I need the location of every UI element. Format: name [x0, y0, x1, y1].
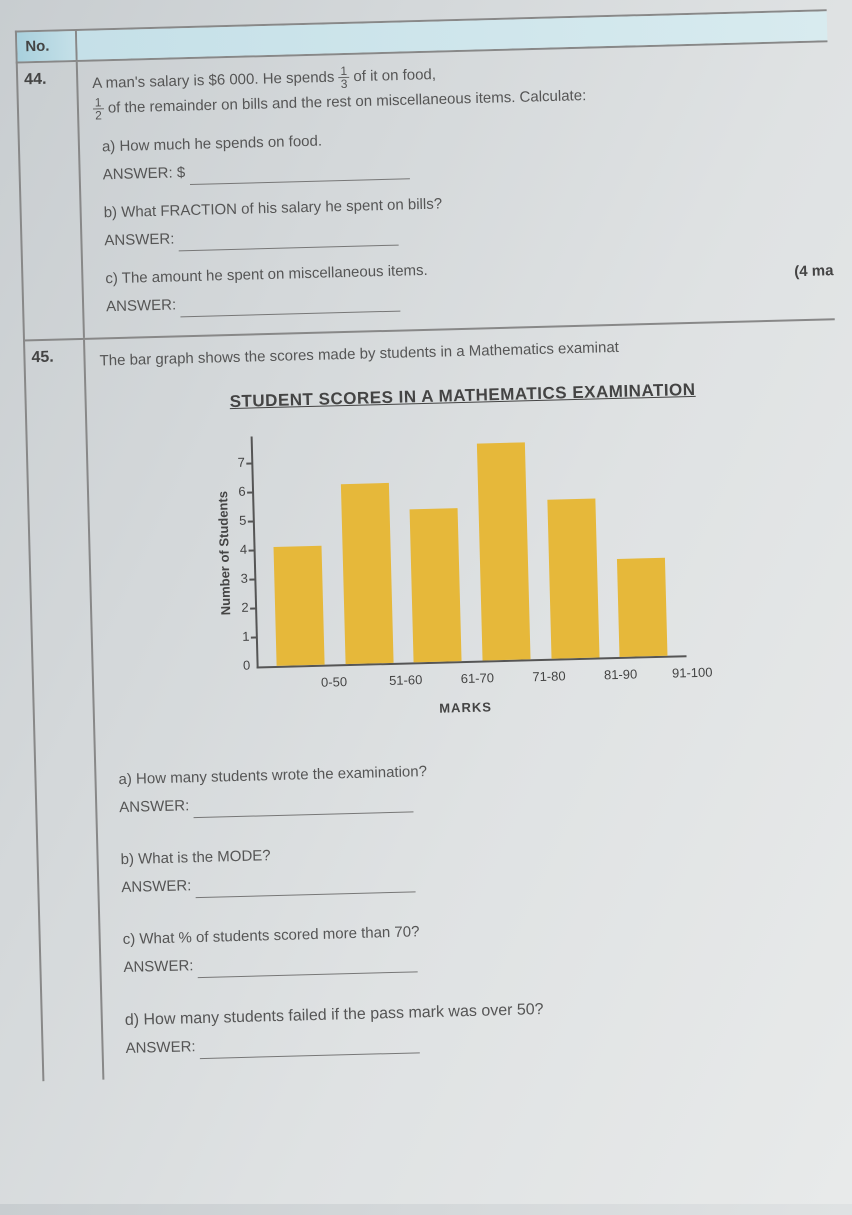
ytick-label: 7 — [237, 453, 245, 474]
q45b-ans-label: ANSWER: — [121, 877, 191, 896]
q45a-blank[interactable] — [193, 796, 413, 818]
ytick-label: 4 — [240, 540, 248, 561]
q45b-blank[interactable] — [195, 876, 415, 898]
ytick-mark — [249, 579, 255, 581]
q44b-blank[interactable] — [179, 230, 399, 252]
xtick-label: 71-80 — [519, 666, 580, 688]
q44c-answer: ANSWER: — [106, 288, 401, 320]
q44a-ans-label: ANSWER: $ — [102, 164, 185, 183]
bar-91-100 — [617, 557, 668, 657]
q44c-blank[interactable] — [180, 296, 400, 318]
x-spacer2 — [212, 696, 251, 726]
no-header-cell: No. — [17, 31, 78, 62]
q45c-blank[interactable] — [198, 956, 418, 978]
q45c-ans-label: ANSWER: — [123, 957, 193, 976]
q44-intro-post: of the remainder on bills and the rest o… — [108, 87, 587, 117]
question-45-row: 45. The bar graph shows the scores made … — [23, 320, 852, 1081]
question-44-row: 44. A man's salary is $6 000. He spends … — [16, 42, 835, 341]
q45d-ans-label: ANSWER: — [125, 1039, 195, 1058]
bar-plot — [250, 425, 686, 668]
bar-81-90 — [547, 498, 599, 659]
xtick-label: 51-60 — [375, 670, 436, 692]
bar-0-50 — [273, 546, 324, 666]
ytick-label: 5 — [239, 511, 247, 532]
fraction-1: 13 — [338, 65, 349, 90]
q44-intro: A man's salary is $6 000. He spends 13 o… — [92, 53, 817, 122]
q45-intro: The bar graph shows the scores made by s… — [99, 331, 823, 374]
fraction-2: 12 — [93, 96, 104, 121]
q44c-ans-label: ANSWER: — [106, 296, 176, 315]
q44-marks: (4 ma — [794, 259, 834, 284]
worksheet-page: No. 44. A man's salary is $6 000. He spe… — [0, 0, 852, 1102]
bar-51-60 — [340, 483, 393, 664]
xtick-label: 0-50 — [304, 672, 365, 694]
ytick-label: 6 — [238, 482, 246, 503]
q44-intro-pre: A man's salary is $6 000. He spends — [92, 69, 339, 92]
ytick-label: 1 — [242, 627, 250, 648]
ytick-mark — [247, 492, 253, 494]
ytick-mark — [247, 521, 253, 523]
x-axis-title: MARKS — [250, 692, 680, 724]
bar-61-70 — [410, 508, 462, 663]
chart-area: Number of Students 76543210 — [205, 424, 727, 669]
bar-71-80 — [477, 442, 531, 661]
ytick-label: 2 — [241, 598, 249, 619]
chart-title: STUDENT SCORES IN A MATHEMATICS EXAMINAT… — [100, 372, 824, 418]
q44a-blank[interactable] — [189, 163, 409, 185]
ytick-label: 3 — [240, 569, 248, 590]
ytick-mark — [248, 550, 254, 552]
xtick-label: 61-70 — [447, 668, 508, 690]
q45-content: The bar graph shows the scores made by s… — [85, 320, 852, 1080]
q44c-text: c) The amount he spent on miscellaneous … — [105, 249, 821, 292]
q45a-ans-label: ANSWER: — [119, 797, 189, 816]
chart-wrap: Number of Students 76543210 0-5051-6061-… — [102, 422, 833, 728]
xtick-label: 81-90 — [590, 664, 651, 686]
ytick-mark — [250, 608, 256, 610]
q44-intro-mid: of it on food, — [353, 66, 436, 85]
q45d-blank[interactable] — [200, 1038, 420, 1060]
ytick-mark — [246, 463, 252, 465]
ytick-label: 0 — [243, 656, 251, 677]
q44b-ans-label: ANSWER: — [104, 230, 174, 249]
q44-content: A man's salary is $6 000. He spends 13 o… — [78, 42, 835, 338]
chart-container: Number of Students 76543210 0-5051-6061-… — [205, 424, 729, 725]
q44-number: 44. — [18, 62, 85, 339]
ytick-mark — [250, 637, 256, 639]
xtick-label: 91-100 — [662, 662, 723, 684]
